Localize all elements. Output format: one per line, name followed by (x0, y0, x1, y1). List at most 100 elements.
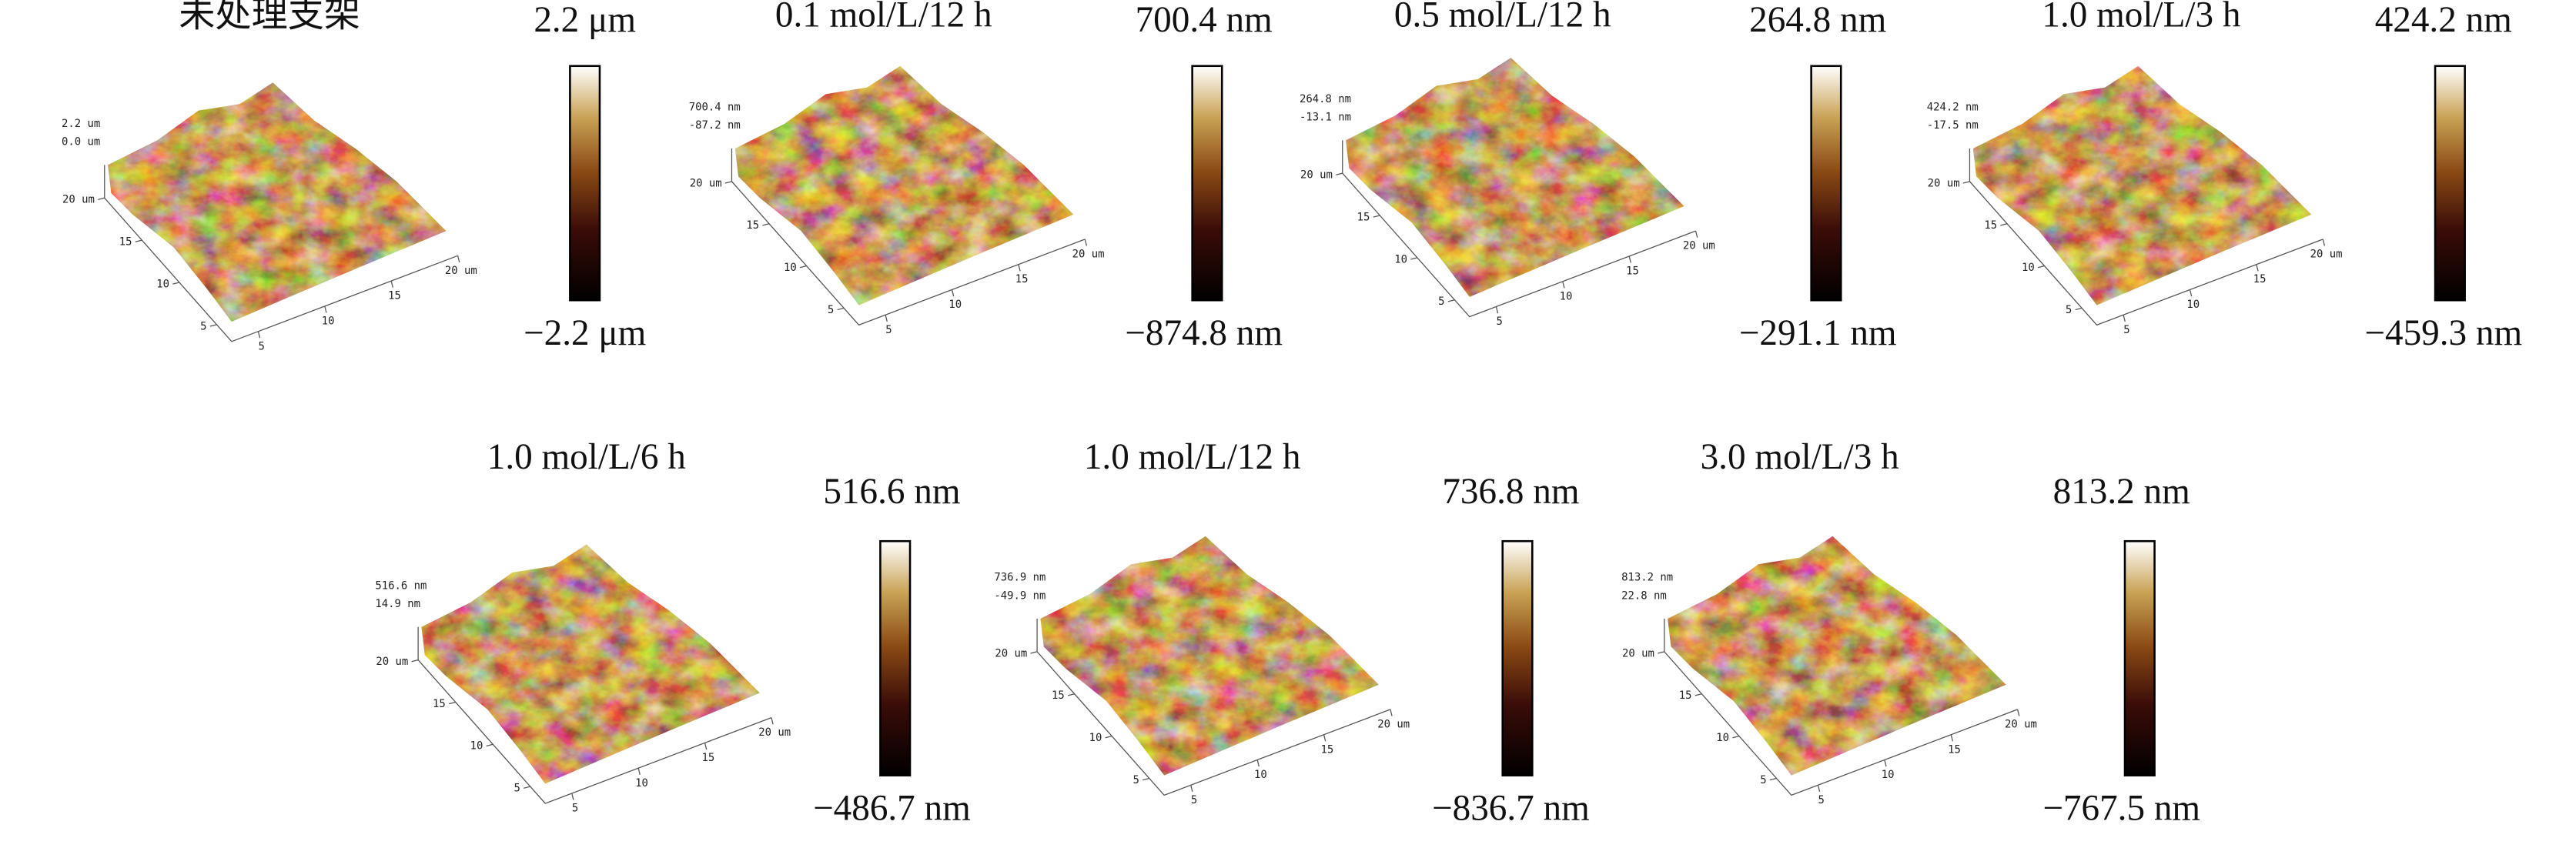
tick (1390, 709, 1393, 716)
tick (571, 793, 574, 800)
tick (209, 324, 217, 327)
axis-line (104, 165, 458, 342)
panel: 3.0 mol/L/3 h 813.2 nm 22.8 nm 20 um 15 10 5 5 1… (1621, 437, 2200, 829)
x-axis-label: 15 (1015, 273, 1029, 285)
tick (2256, 264, 2259, 272)
y-axis-label: 15 (1357, 211, 1370, 223)
x-axis-label: 5 (885, 324, 892, 336)
x-axis-label: 5 (572, 803, 578, 815)
tick (172, 282, 180, 285)
tick (1142, 777, 1149, 781)
scale-min-label: −459.3 nm (2364, 313, 2522, 353)
y-axis-label: 5 (1133, 774, 1139, 786)
scale-min-label: −2.2 μm (524, 313, 646, 353)
z-axis-label: 424.2 nm (1927, 102, 1979, 114)
x-axis-label: 20 um (2310, 248, 2343, 260)
color-bar (1191, 65, 1223, 302)
x-axis-label: 10 (1882, 769, 1895, 781)
z-axis-label: -49.9 nm (994, 589, 1045, 602)
afm-surface (1668, 536, 2006, 776)
x-axis-label: 15 (1948, 743, 1961, 756)
tick (885, 315, 888, 322)
scale-max-label: 700.4 nm (1136, 0, 1273, 40)
panel-title: 1.0 mol/L/3 h (2042, 0, 2240, 35)
z-axis-label: 700.4 nm (689, 102, 741, 114)
x-axis-label: 5 (259, 340, 265, 352)
tick (1732, 735, 1740, 739)
y-axis-label: 15 (746, 219, 759, 232)
tick (457, 255, 460, 263)
scale-max-label: 813.2 nm (2053, 472, 2190, 512)
tick (1190, 785, 1193, 793)
panel: 1.0 mol/L/3 h 424.2 nm -17.5 nm 20 um 15 10 5 5… (1927, 0, 2522, 353)
afm-surface (1972, 65, 2312, 305)
scale-max-label: 264.8 nm (1749, 0, 1886, 40)
y-axis-label: 10 (156, 278, 169, 290)
tick (1562, 281, 1565, 289)
afm-surface (421, 544, 760, 784)
tick (2000, 223, 2008, 226)
tick (524, 786, 530, 789)
x-axis-label: 10 (948, 299, 962, 311)
x-axis-label: 15 (1320, 743, 1333, 756)
y-axis-label: 20 um (690, 177, 722, 189)
tick (1373, 215, 1380, 218)
y-axis-label: 10 (1089, 732, 1102, 744)
x-axis-label: 20 um (1377, 718, 1410, 730)
tick (1628, 255, 1631, 263)
tick (257, 331, 261, 339)
color-bar (569, 65, 601, 302)
y-axis-label: 15 (119, 236, 132, 249)
y-axis-label: 20 um (1300, 169, 1333, 182)
panel: 未处理支架 2.2 um 0.0 um 20 um 15 10 5 5 10 15 20 um 2.2… (62, 0, 646, 353)
tick (724, 181, 732, 184)
tick (799, 265, 807, 269)
y-axis-label: 5 (828, 304, 834, 316)
y-axis-label: 20 um (62, 194, 95, 206)
y-axis-label: 20 um (376, 656, 408, 668)
x-axis-label: 20 um (1072, 248, 1105, 260)
scale-min-label: −874.8 nm (1125, 313, 1283, 353)
y-axis-label: 5 (200, 320, 206, 332)
tick (2075, 307, 2083, 311)
tick (1817, 785, 1821, 793)
tick (1336, 172, 1343, 175)
tick (2037, 265, 2045, 269)
y-axis-label: 10 (2022, 262, 2035, 274)
y-axis-label: 10 (784, 262, 797, 274)
scale-max-label: 516.6 nm (823, 472, 960, 512)
tick (1694, 230, 1698, 238)
z-axis-label: -13.1 nm (1300, 112, 1351, 124)
color-bar (2434, 65, 2466, 302)
y-axis-label: 5 (2066, 304, 2072, 316)
y-axis-label: 15 (1984, 219, 1997, 232)
color-bar (2123, 539, 2156, 776)
x-axis-label: 5 (1191, 794, 1197, 806)
x-axis-label: 20 um (445, 265, 477, 277)
color-bar (1810, 65, 1842, 302)
scale-max-label: 424.2 nm (2375, 0, 2512, 40)
tick (1105, 735, 1112, 739)
y-axis-label: 10 (470, 740, 483, 753)
tick (1950, 734, 1954, 742)
y-axis-label: 5 (514, 783, 520, 795)
x-axis-label: 20 um (2005, 718, 2037, 730)
x-axis-label: 15 (388, 290, 401, 302)
tick (1256, 760, 1260, 767)
tick (1410, 257, 1418, 260)
tick (1447, 299, 1455, 302)
x-axis-label: 10 (635, 777, 648, 790)
y-axis-label: 10 (1716, 732, 1729, 744)
panel-title: 0.5 mol/L/12 h (1394, 0, 1611, 35)
panel: 1.0 mol/L/12 h 736.9 nm -49.9 nm 20 um 15 10 5… (994, 437, 1589, 829)
axis-line (417, 626, 772, 804)
x-axis-label: 15 (701, 752, 714, 764)
tick (448, 701, 456, 705)
x-axis-label: 20 um (758, 726, 791, 739)
z-axis-label: 22.8 nm (1621, 589, 1667, 602)
tick (837, 307, 845, 311)
tick (1323, 734, 1326, 742)
tick (771, 717, 774, 725)
z-axis-label: -87.2 nm (689, 119, 741, 132)
